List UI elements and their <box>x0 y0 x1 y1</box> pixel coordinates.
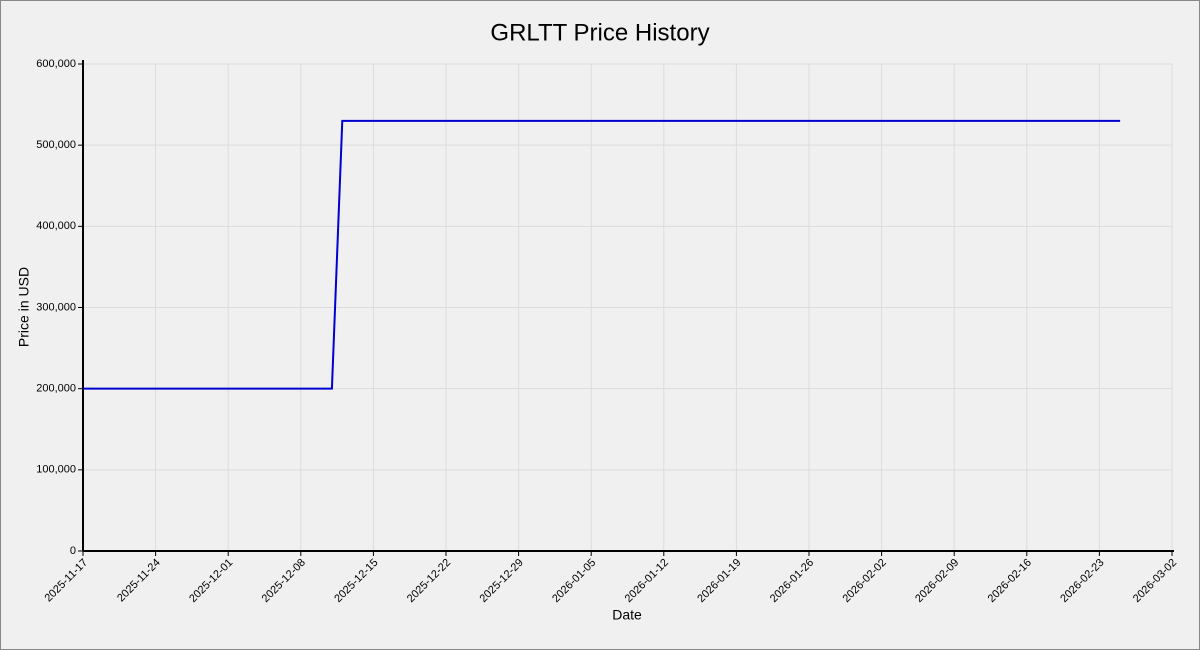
price-line <box>83 119 1121 390</box>
y-axis-label: Price in USD <box>16 267 32 347</box>
y-tick-label: 100,000 <box>36 464 76 476</box>
y-tick-label: 200,000 <box>36 383 76 395</box>
chart-title: GRLTT Price History <box>490 19 709 46</box>
x-axis-label: Date <box>612 607 642 623</box>
y-tick-label: 400,000 <box>36 220 76 232</box>
y-tick-label: 300,000 <box>36 301 76 313</box>
y-tick-label: 600,000 <box>36 58 76 70</box>
y-tick-label: 0 <box>70 545 76 557</box>
y-tick-label: 500,000 <box>36 139 76 151</box>
